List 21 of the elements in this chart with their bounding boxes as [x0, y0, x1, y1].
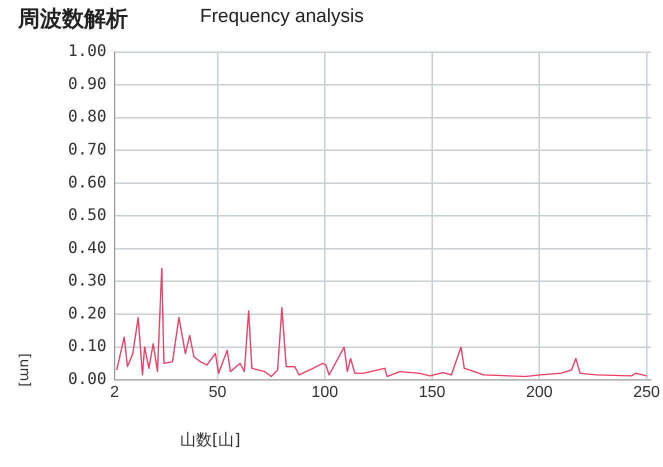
chart-subtitle: Frequency analysis [200, 6, 364, 28]
y-tick-label: 0.30 [68, 270, 107, 290]
x-tick-label: 150 [418, 384, 446, 401]
y-tick-label: 0.80 [68, 106, 107, 126]
x-tick-label: 250 [633, 384, 660, 401]
y-tick-label: 0.40 [68, 238, 107, 257]
y-axis-title: [um] [16, 353, 33, 387]
y-tick-label: 0.20 [68, 303, 107, 322]
y-tick-label: 0.50 [68, 205, 107, 224]
x-tick-label: 2 [110, 384, 120, 401]
x-tick-label: 100 [311, 384, 338, 401]
x-tick-label: 50 [208, 384, 227, 401]
chart-title: 周波数解析 [18, 6, 128, 34]
x-axis-title: 山数[山] [180, 430, 240, 451]
x-tick-label: 200 [526, 384, 553, 401]
y-tick-label: 0.60 [68, 172, 107, 192]
y-tick-label: 0.00 [68, 368, 107, 388]
y-tick-label: 0.10 [68, 336, 107, 356]
y-tick-label: 0.90 [68, 74, 107, 93]
y-tick-label: 1.00 [68, 41, 107, 60]
y-tick-label: 0.70 [68, 139, 107, 158]
